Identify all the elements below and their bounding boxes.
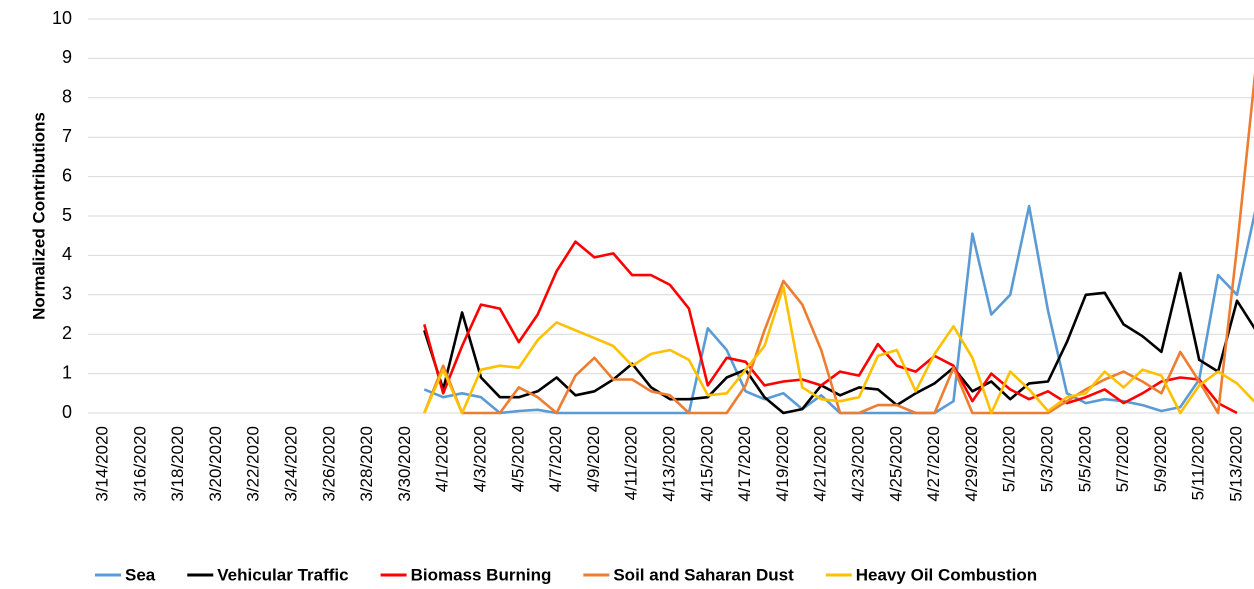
x-tick-label: 4/19/2020 [773,426,792,502]
y-axis-label: Normalized Contributions [29,112,48,320]
series-line [423,271,1254,415]
legend-label: Vehicular Traffic [217,565,348,584]
x-tick-label: 4/11/2020 [622,426,641,500]
x-tick-label: 3/24/2020 [281,426,300,502]
x-tick-label: 4/23/2020 [848,426,867,502]
x-tick-label: 4/29/2020 [962,426,981,502]
y-tick-label: 5 [62,205,72,225]
x-tick-label: 3/14/2020 [92,426,111,502]
x-tick-label: 5/11/2020 [1189,426,1208,500]
x-tick-label: 4/25/2020 [886,426,905,502]
series-line [423,71,1254,415]
x-tick-label: 5/1/2020 [1000,426,1019,492]
y-tick-label: 6 [62,165,72,185]
x-tick-label: 4/17/2020 [735,426,754,502]
x-tick-label: 3/30/2020 [395,426,414,502]
x-tick-label: 4/13/2020 [659,426,678,502]
x-tick-label: 3/28/2020 [357,426,376,502]
legend-label: Heavy Oil Combustion [856,565,1037,584]
series-line [423,240,1238,415]
y-tick-label: 4 [62,244,72,264]
x-tick-label: 5/9/2020 [1151,426,1170,492]
series-line [423,285,1254,415]
x-tick-label: 3/18/2020 [168,426,187,502]
y-tick-label: 0 [62,402,72,422]
x-tick-label: 5/13/2020 [1226,426,1245,502]
legend-label: Soil and Saharan Dust [613,565,794,584]
legend-label: Biomass Burning [411,565,552,584]
x-tick-label: 4/1/2020 [433,426,452,492]
y-tick-label: 9 [62,47,72,67]
x-tick-label: 4/9/2020 [584,426,603,492]
x-tick-label: 5/3/2020 [1037,426,1056,492]
legend-label: Sea [125,565,156,584]
x-tick-label: 5/7/2020 [1113,426,1132,492]
x-tick-label: 3/26/2020 [319,426,338,502]
x-tick-label: 4/7/2020 [546,426,565,492]
x-tick-label: 3/16/2020 [130,426,149,502]
x-tick-label: 5/5/2020 [1075,426,1094,492]
y-tick-label: 8 [62,87,72,107]
x-tick-label: 3/20/2020 [206,426,225,502]
x-tick-label: 4/5/2020 [508,426,527,492]
y-tick-label: 2 [62,323,72,343]
y-tick-label: 10 [52,8,72,28]
x-tick-label: 4/15/2020 [697,426,716,502]
x-tick-label: 3/22/2020 [244,426,263,502]
y-tick-label: 3 [62,284,72,304]
x-tick-label: 4/3/2020 [470,426,489,492]
y-tick-label: 7 [62,126,72,146]
x-tick-label: 4/21/2020 [811,426,830,502]
y-tick-label: 1 [62,362,72,382]
x-tick-label: 4/27/2020 [924,426,943,502]
